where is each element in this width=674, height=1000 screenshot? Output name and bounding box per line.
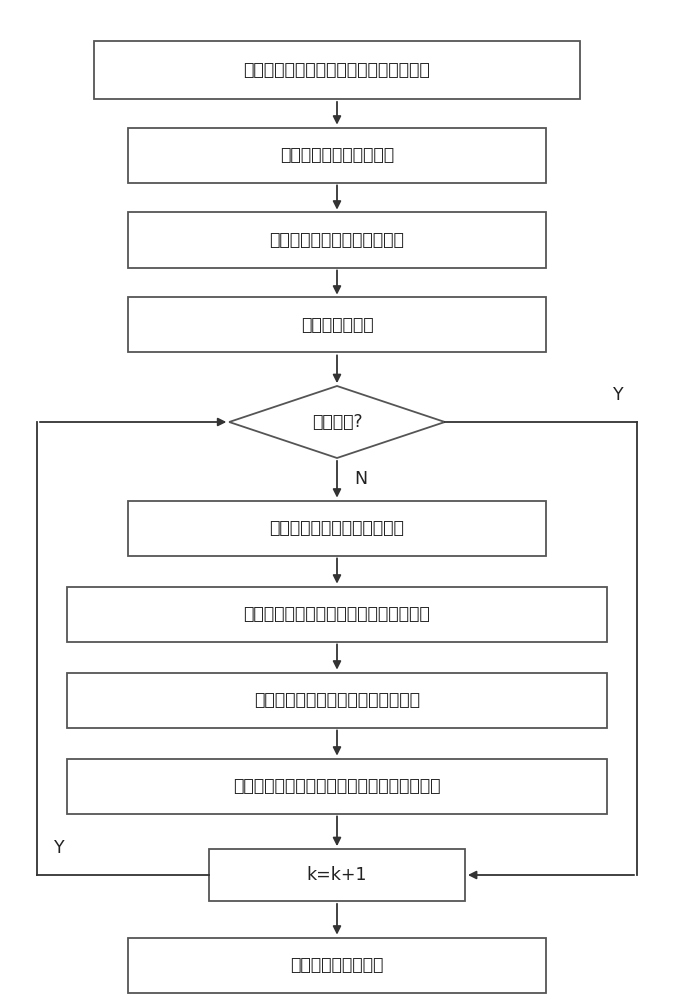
Text: 训练样本，得到支持向量机回归模型: 训练样本，得到支持向量机回归模型 — [254, 691, 420, 709]
Text: 采集充电站负荷以及影响因素的历史数据: 采集充电站负荷以及影响因素的历史数据 — [243, 61, 431, 79]
Text: 利用训练样本集建立支持向量机训练模型: 利用训练样本集建立支持向量机训练模型 — [243, 605, 431, 623]
FancyBboxPatch shape — [128, 297, 546, 352]
Text: Y: Y — [54, 839, 65, 857]
FancyBboxPatch shape — [128, 127, 546, 182]
Text: 数据归一化处理: 数据归一化处理 — [301, 316, 373, 334]
FancyBboxPatch shape — [67, 758, 607, 814]
Text: 将预测样本集代入回归模型，预测充电站负荷: 将预测样本集代入回归模型，预测充电站负荷 — [233, 777, 441, 795]
FancyBboxPatch shape — [67, 673, 607, 728]
Text: 预测结果显示及存储: 预测结果显示及存储 — [290, 956, 384, 974]
Text: 构建训练样本集和预测样本集: 构建训练样本集和预测样本集 — [270, 519, 404, 537]
Text: k=k+1: k=k+1 — [307, 866, 367, 884]
Text: N: N — [354, 470, 367, 488]
FancyBboxPatch shape — [128, 501, 546, 556]
FancyBboxPatch shape — [128, 212, 546, 267]
FancyBboxPatch shape — [209, 849, 465, 901]
Text: Y: Y — [613, 386, 623, 404]
Polygon shape — [229, 386, 445, 458]
FancyBboxPatch shape — [94, 41, 580, 99]
FancyBboxPatch shape — [128, 938, 546, 992]
Text: 预测结束?: 预测结束? — [311, 413, 363, 431]
FancyBboxPatch shape — [67, 586, 607, 642]
Text: 充电站历史负荷数据修正: 充电站历史负荷数据修正 — [280, 146, 394, 164]
Text: 确定预测日各影响因素的取值: 确定预测日各影响因素的取值 — [270, 231, 404, 249]
